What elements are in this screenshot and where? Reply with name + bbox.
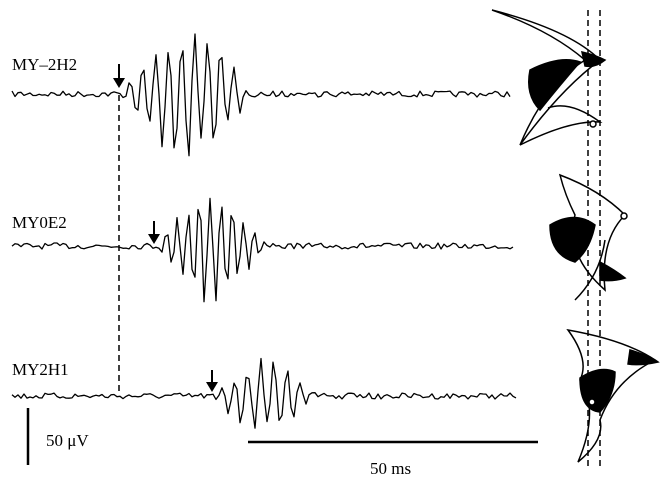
trace-label: MY–2H2 <box>12 55 77 74</box>
emg-trace <box>11 197 514 303</box>
fish-diagrams <box>491 9 660 463</box>
trace-label: MY2H1 <box>12 360 69 379</box>
emg-trace <box>11 357 517 429</box>
emg-trace <box>11 33 511 157</box>
time-label: 50 ms <box>370 459 411 478</box>
voltage-label: 50 μV <box>46 431 89 450</box>
trace-label: MY0E2 <box>12 213 67 232</box>
arrows <box>113 64 218 392</box>
